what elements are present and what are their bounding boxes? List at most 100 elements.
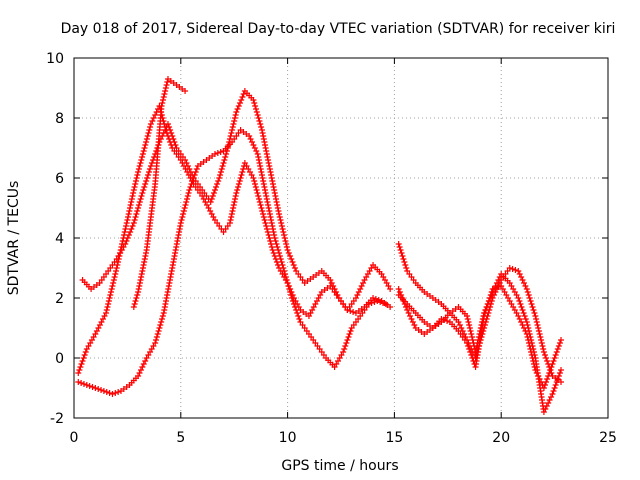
track-g-point [516,316,523,322]
track-e-point [528,301,535,307]
track-a-point [267,238,274,244]
track-e-point [395,241,402,247]
track-g-point [464,340,471,346]
track-d-point [162,88,169,94]
track-c-point [271,235,278,241]
track-c-point [260,181,267,187]
track-g-point [395,286,402,292]
track-g-point [484,301,491,307]
track-b-point [122,241,129,247]
track-d-point [140,262,147,268]
track-c-point [380,300,387,306]
track-g-point [398,292,405,298]
track-d-point [135,289,142,295]
track-c-point [274,244,281,250]
track-g-point [552,352,559,358]
track-c-point [115,389,122,395]
track-e-point [509,266,516,272]
track-a-point [253,187,260,193]
track-d-point [160,97,166,103]
track-g-point [535,373,542,379]
track-b-point [164,121,171,127]
track-f-point [554,376,561,382]
track-b-point [276,211,283,217]
track-c-point [277,256,284,262]
track-e-point [518,274,525,280]
track-a-point [141,145,148,151]
track-a-point [145,130,152,136]
track-a-point [226,220,233,226]
track-b-point [132,214,139,220]
track-d-point [132,298,139,304]
track-a-point [260,214,267,220]
track-f-point [550,388,557,394]
track-a-point [128,199,135,205]
track-g-point [409,319,416,325]
track-c-point [291,301,298,307]
track-a-point [81,352,88,358]
track-a-point [130,187,137,193]
track-a-point [108,286,115,292]
track-b-point [253,109,260,115]
track-b-point [263,148,270,154]
track-a-point [232,193,239,199]
track-g-point [528,352,535,358]
track-c-point [263,196,270,202]
track-b-point [231,118,238,124]
track-a-point [109,283,116,289]
track-b-point [268,175,275,181]
track-c-point [266,211,273,217]
track-b-point [170,136,177,142]
track-b-point [251,100,258,106]
track-b-point [233,109,240,115]
track-d-point [139,268,146,274]
track-c-point [253,148,260,154]
track-b-point [125,232,132,238]
track-a-point [137,160,144,166]
track-a-point [143,139,150,145]
track-e-point [533,316,540,322]
y-tick-label: 0 [55,351,64,367]
track-g-point [545,373,552,379]
track-a-point [264,226,271,232]
track-c-point [159,316,166,322]
track-b-point [209,193,216,199]
track-e-point [506,265,513,271]
track-c-point [86,383,93,389]
track-c-point [137,367,144,373]
track-b-point [262,145,269,151]
track-a-point [254,190,261,196]
track-g-point [483,307,490,313]
track-g-point [540,385,547,391]
track-g-point [546,370,553,376]
track-a-point [233,190,240,196]
track-b-point [291,265,298,271]
track-b-point [135,202,142,208]
track-a-point [111,274,118,280]
track-e-point [533,319,540,325]
track-d-point [137,277,144,283]
track-b-point [280,229,287,235]
track-a-point [230,202,237,208]
track-b-point [258,124,265,130]
track-a-point [135,166,142,172]
track-e-point [520,280,527,286]
track-f-point [467,328,474,334]
track-b-point [239,94,246,100]
track-c-point [293,307,300,313]
track-e-point [396,244,403,250]
track-d-point [131,301,138,307]
track-c-point [184,193,191,199]
track-g-point [482,310,489,316]
track-a-point [135,169,142,175]
track-c-point [92,385,99,391]
track-e-point [540,349,547,355]
track-d-point [162,85,169,91]
track-b-point [281,235,288,241]
track-g-point [526,343,533,349]
track-c-point [181,205,188,211]
track-c-point [271,232,278,238]
track-a-point [104,304,111,310]
track-c-point [258,169,265,175]
track-c-point [282,274,289,280]
